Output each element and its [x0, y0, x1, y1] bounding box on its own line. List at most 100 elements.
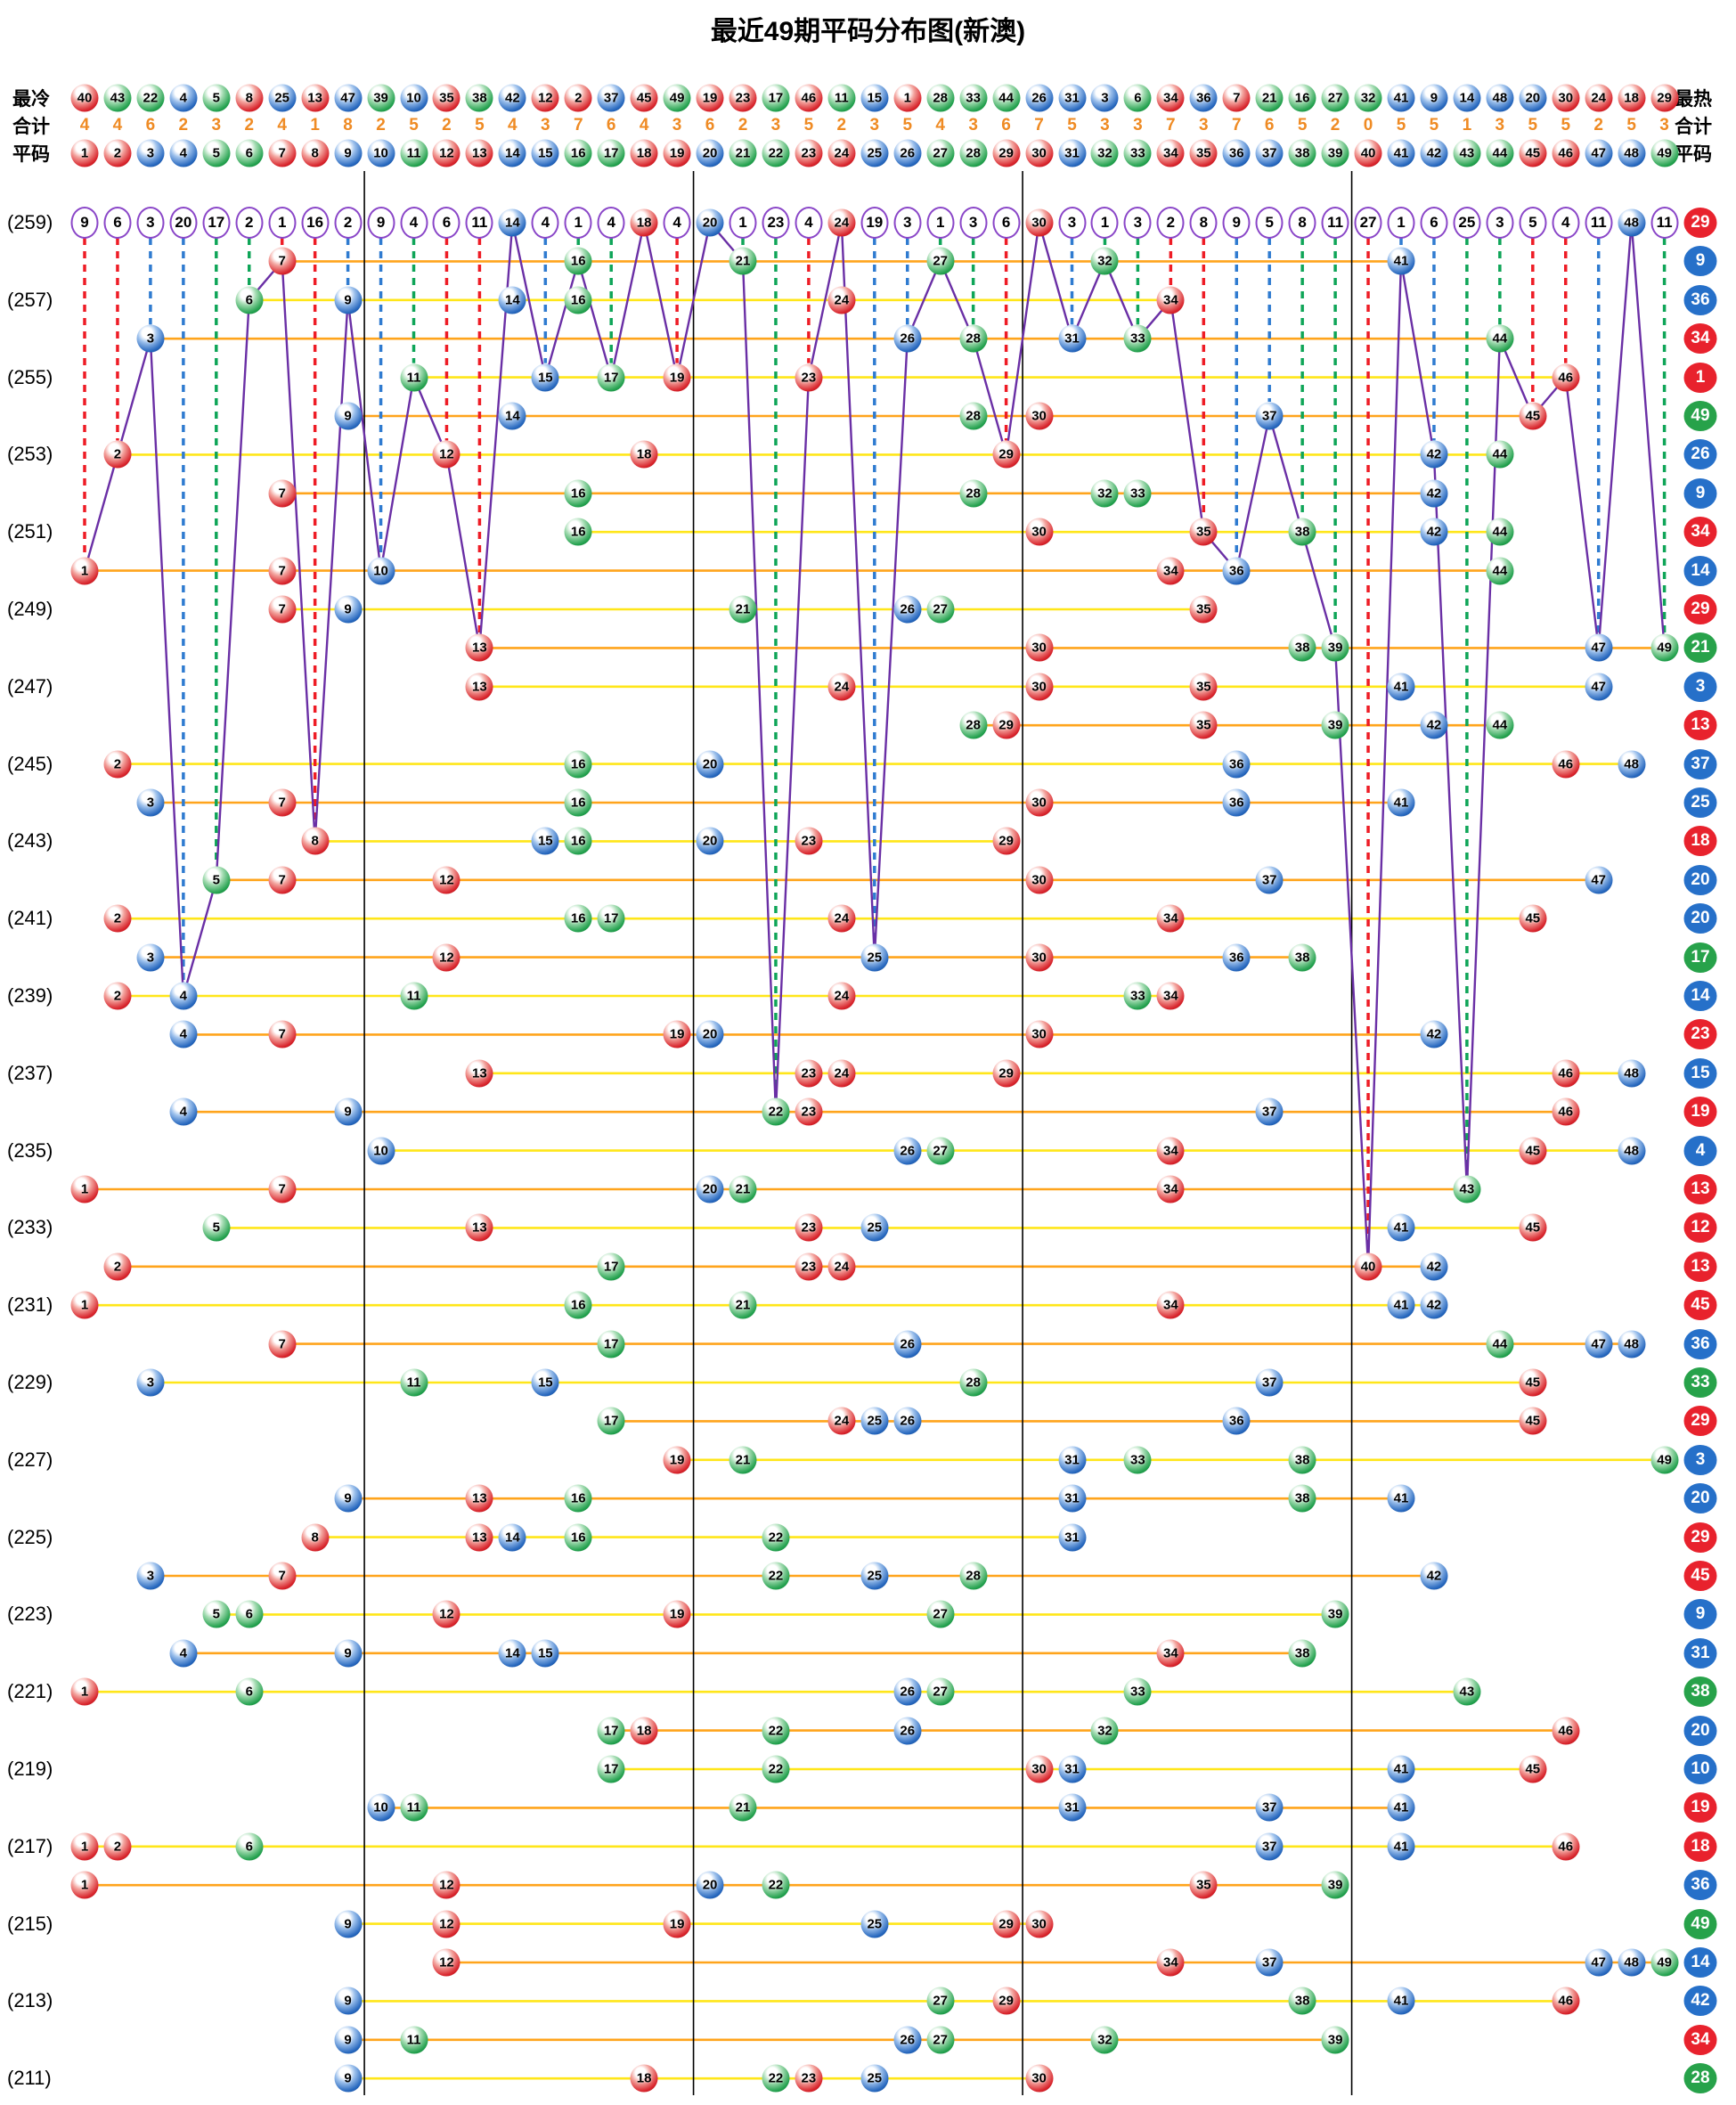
number-ball: 19 — [663, 1910, 691, 1938]
flat-number-ball: 44 — [1486, 139, 1514, 167]
special-number-ball: 29 — [1683, 1522, 1717, 1553]
total-count: 7 — [1034, 116, 1044, 135]
number-ball: 42 — [1420, 1291, 1448, 1319]
special-number-ball: 9 — [1683, 246, 1717, 277]
total-count: 5 — [475, 116, 485, 135]
coldest-row-ball: 17 — [762, 84, 790, 112]
total-count: 7 — [1166, 116, 1176, 135]
special-number-ball: 21 — [1683, 632, 1717, 664]
number-ball: 14 — [498, 402, 526, 430]
flat-number-ball: 28 — [959, 139, 988, 167]
total-count: 2 — [244, 116, 255, 135]
flat-number-ball: 39 — [1321, 139, 1349, 167]
number-ball: 32 — [1090, 247, 1119, 275]
omission-circle: 11 — [1650, 207, 1679, 239]
number-ball: 30 — [1025, 1020, 1054, 1048]
number-ball: 44 — [1486, 1330, 1514, 1358]
period-label: (247) — [7, 674, 53, 698]
number-ball: 17 — [597, 904, 625, 933]
special-number-ball: 13 — [1683, 1251, 1717, 1282]
omission-circle: 16 — [301, 207, 330, 239]
number-ball: 2 — [103, 750, 132, 779]
number-ball: 45 — [1519, 1213, 1547, 1242]
number-ball: 49 — [1650, 1446, 1679, 1474]
number-ball: 9 — [334, 286, 363, 314]
number-ball: 41 — [1387, 1484, 1415, 1513]
coldest-row-ball: 29 — [1650, 84, 1679, 112]
number-ball: 12 — [432, 1600, 460, 1628]
number-ball: 41 — [1387, 1291, 1415, 1319]
number-ball: 4 — [169, 982, 198, 1010]
total-count: 5 — [803, 116, 814, 135]
number-ball: 46 — [1552, 1987, 1580, 2015]
coldest-row-ball: 32 — [1354, 84, 1382, 112]
special-number-ball: 29 — [1683, 594, 1717, 624]
number-ball: 37 — [1255, 1368, 1284, 1397]
flat-number-ball: 43 — [1453, 139, 1481, 167]
number-ball: 44 — [1486, 518, 1514, 546]
number-ball: 49 — [1650, 1948, 1679, 1977]
number-ball: 26 — [893, 1137, 922, 1165]
special-number-ball: 10 — [1683, 1754, 1717, 1784]
number-ball: 7 — [268, 1562, 297, 1590]
coldest-row-ball: 4 — [169, 84, 198, 112]
number-ball: 46 — [1552, 363, 1580, 392]
flat-number-ball: 45 — [1519, 139, 1547, 167]
number-ball: 17 — [597, 1252, 625, 1281]
number-ball: 22 — [762, 1097, 790, 1126]
flat-number-ball: 48 — [1618, 139, 1646, 167]
omission-circle: 1 — [926, 207, 955, 239]
number-ball: 34 — [1156, 1291, 1185, 1319]
special-number-ball: 15 — [1683, 1057, 1717, 1089]
omission-circle: 2 — [235, 207, 264, 239]
total-count: 2 — [178, 116, 189, 135]
number-ball: 12 — [432, 440, 460, 469]
omission-circle: 8 — [1189, 207, 1218, 239]
number-ball: 20 — [696, 1871, 724, 1899]
flat-number-ball: 1 — [70, 139, 99, 167]
flat-label-right: 平码 — [1675, 144, 1712, 165]
number-ball: 37 — [1255, 1948, 1284, 1977]
number-ball: 27 — [926, 1987, 955, 2015]
total-count: 3 — [869, 116, 880, 135]
number-ball: 34 — [1156, 1948, 1185, 1977]
total-count: 8 — [343, 116, 353, 135]
number-ball: 28 — [959, 1562, 988, 1590]
flat-number-ball: 17 — [597, 139, 625, 167]
total-count: 5 — [409, 116, 419, 135]
total-count: 2 — [376, 116, 386, 135]
coldest-row-ball: 8 — [235, 84, 264, 112]
number-ball: 6 — [235, 1600, 264, 1628]
flat-number-ball: 25 — [860, 139, 889, 167]
number-ball: 16 — [564, 827, 592, 855]
omission-circle: 4 — [400, 207, 428, 239]
total-count: 6 — [1264, 116, 1275, 135]
number-ball: 41 — [1387, 1987, 1415, 2015]
period-label: (249) — [7, 598, 53, 620]
number-ball: 48 — [1618, 1948, 1646, 1977]
flat-number-ball: 29 — [992, 139, 1021, 167]
period-label: (253) — [7, 443, 53, 466]
number-ball: 9 — [334, 2064, 363, 2093]
special-number-ball: 45 — [1683, 1561, 1717, 1591]
number-ball: 47 — [1585, 866, 1613, 894]
number-ball: 13 — [465, 1213, 493, 1242]
coldest-row-ball: 44 — [992, 84, 1021, 112]
number-ball: 31 — [1058, 1755, 1086, 1783]
special-number-ball: 49 — [1683, 1908, 1717, 1939]
number-ball: 18 — [630, 208, 658, 237]
number-ball: 25 — [860, 1562, 889, 1590]
number-ball: 1 — [70, 1832, 99, 1861]
number-ball: 28 — [959, 711, 988, 739]
number-ball: 23 — [795, 1252, 823, 1281]
number-ball: 23 — [795, 2064, 823, 2093]
number-ball: 17 — [597, 1407, 625, 1435]
number-ball: 21 — [729, 1446, 757, 1474]
omission-circle: 20 — [169, 207, 198, 239]
special-number-ball: 18 — [1683, 826, 1717, 857]
number-ball: 9 — [334, 1484, 363, 1513]
number-ball: 7 — [268, 1175, 297, 1203]
coldest-row-ball: 45 — [630, 84, 658, 112]
number-ball: 16 — [564, 788, 592, 817]
